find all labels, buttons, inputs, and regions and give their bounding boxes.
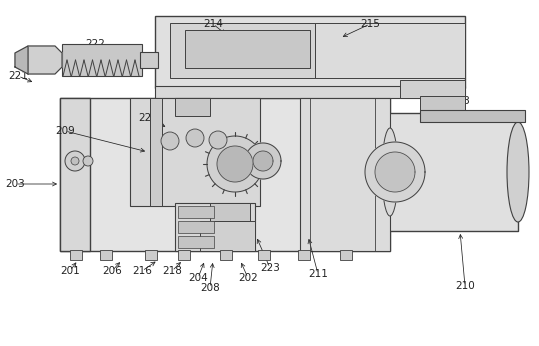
Bar <box>178 250 190 260</box>
Bar <box>178 221 214 233</box>
Polygon shape <box>155 98 210 136</box>
Polygon shape <box>245 143 281 179</box>
Bar <box>155 86 465 98</box>
Circle shape <box>186 129 204 147</box>
Text: 201: 201 <box>60 266 80 276</box>
Circle shape <box>209 131 227 149</box>
Text: 215: 215 <box>412 86 432 96</box>
Text: 223: 223 <box>260 263 280 273</box>
Bar <box>175 98 210 116</box>
Text: 209: 209 <box>55 126 75 136</box>
Bar <box>140 52 158 68</box>
Bar <box>178 236 214 248</box>
Bar <box>388 113 518 231</box>
Text: 218: 218 <box>162 266 182 276</box>
Bar <box>400 80 465 98</box>
Bar <box>185 30 310 68</box>
Text: 203: 203 <box>5 179 25 189</box>
Text: 204: 204 <box>188 273 208 283</box>
Bar <box>258 250 270 260</box>
Bar <box>315 23 465 78</box>
Text: 216: 216 <box>132 266 152 276</box>
Bar <box>300 98 390 251</box>
Bar <box>175 203 255 251</box>
Bar <box>145 250 157 260</box>
Text: 211: 211 <box>308 269 328 279</box>
Text: 208: 208 <box>200 283 220 293</box>
Bar <box>200 221 255 251</box>
Bar <box>150 98 162 206</box>
Bar <box>210 203 250 221</box>
Text: 213: 213 <box>450 96 470 106</box>
Bar <box>420 110 525 122</box>
Text: 202: 202 <box>238 273 258 283</box>
Polygon shape <box>28 46 62 74</box>
Text: 212: 212 <box>464 113 484 123</box>
Bar <box>220 250 232 260</box>
Ellipse shape <box>382 128 398 216</box>
Bar <box>130 98 260 206</box>
Circle shape <box>83 156 93 166</box>
Polygon shape <box>15 46 28 74</box>
Bar <box>100 250 112 260</box>
Text: 210: 210 <box>455 281 475 291</box>
Bar <box>178 206 214 218</box>
Text: 222: 222 <box>85 39 105 49</box>
Text: 221: 221 <box>8 71 28 81</box>
Bar <box>420 96 465 110</box>
Bar <box>60 98 390 251</box>
Polygon shape <box>375 152 415 192</box>
Text: 206: 206 <box>102 266 122 276</box>
Polygon shape <box>253 151 273 171</box>
Polygon shape <box>207 136 263 192</box>
Bar <box>298 250 310 260</box>
Ellipse shape <box>507 122 529 222</box>
Bar <box>170 23 315 78</box>
Bar <box>155 16 465 88</box>
Bar <box>340 250 352 260</box>
Polygon shape <box>365 142 425 202</box>
Bar <box>62 44 142 76</box>
Circle shape <box>161 132 179 150</box>
Bar <box>60 98 90 251</box>
Circle shape <box>65 151 85 171</box>
Bar <box>70 250 82 260</box>
Polygon shape <box>217 146 253 182</box>
Text: 215: 215 <box>360 19 380 29</box>
Circle shape <box>71 157 79 165</box>
Text: 220: 220 <box>138 113 158 123</box>
Text: 214: 214 <box>203 19 223 29</box>
